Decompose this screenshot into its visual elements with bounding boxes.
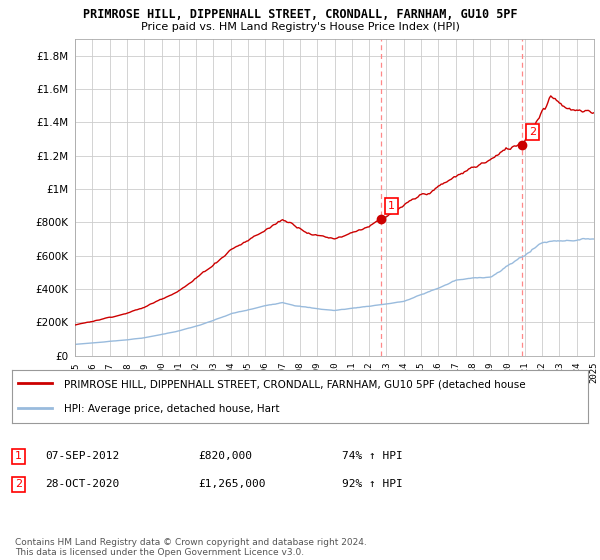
Text: £820,000: £820,000: [198, 451, 252, 461]
Text: Price paid vs. HM Land Registry's House Price Index (HPI): Price paid vs. HM Land Registry's House …: [140, 22, 460, 32]
Text: £1,265,000: £1,265,000: [198, 479, 265, 489]
Text: 2: 2: [529, 127, 536, 137]
Text: 2: 2: [15, 479, 22, 489]
Text: 28-OCT-2020: 28-OCT-2020: [45, 479, 119, 489]
Text: 07-SEP-2012: 07-SEP-2012: [45, 451, 119, 461]
Text: PRIMROSE HILL, DIPPENHALL STREET, CRONDALL, FARNHAM, GU10 5PF (detached house: PRIMROSE HILL, DIPPENHALL STREET, CRONDA…: [64, 380, 526, 390]
Text: 92% ↑ HPI: 92% ↑ HPI: [342, 479, 403, 489]
Text: HPI: Average price, detached house, Hart: HPI: Average price, detached house, Hart: [64, 404, 280, 414]
Text: Contains HM Land Registry data © Crown copyright and database right 2024.
This d: Contains HM Land Registry data © Crown c…: [15, 538, 367, 557]
Text: 1: 1: [15, 451, 22, 461]
Text: 1: 1: [388, 201, 395, 211]
Text: PRIMROSE HILL, DIPPENHALL STREET, CRONDALL, FARNHAM, GU10 5PF: PRIMROSE HILL, DIPPENHALL STREET, CRONDA…: [83, 8, 517, 21]
Text: 74% ↑ HPI: 74% ↑ HPI: [342, 451, 403, 461]
